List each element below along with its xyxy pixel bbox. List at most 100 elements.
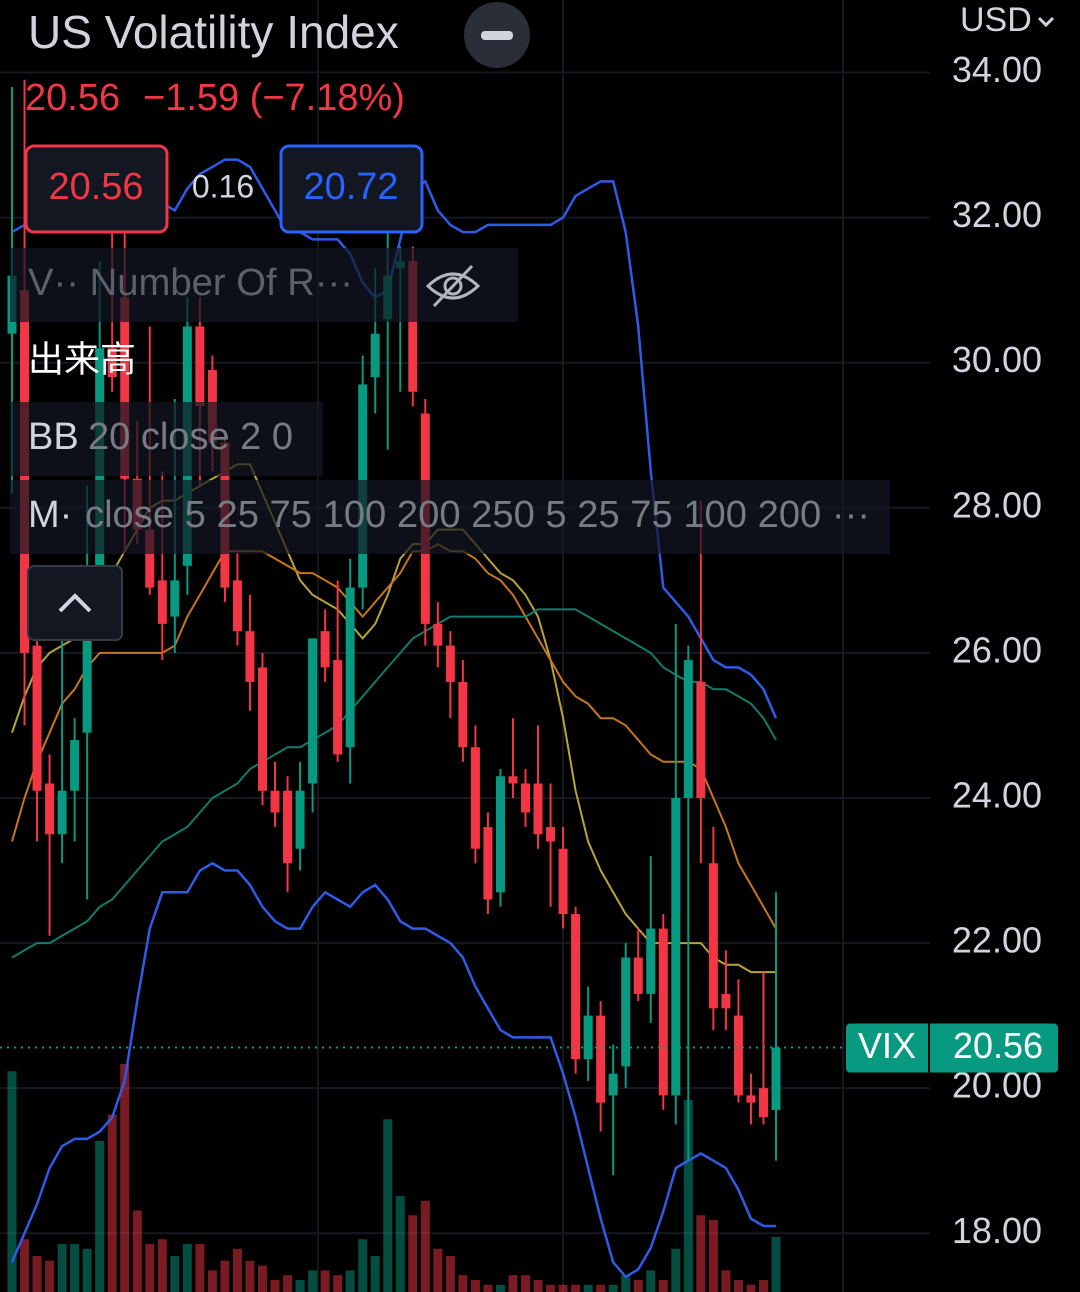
price-tag xyxy=(846,1023,1058,1073)
volume-bar xyxy=(45,1260,55,1292)
candle-body xyxy=(508,776,518,784)
candle-body xyxy=(120,297,130,479)
volume-bar xyxy=(270,1280,280,1292)
candle-body xyxy=(633,957,643,994)
candle-body xyxy=(170,580,180,617)
volume-bar xyxy=(320,1270,330,1292)
candle-body xyxy=(608,1073,618,1096)
volume-bar xyxy=(32,1256,42,1292)
candle-body xyxy=(320,631,330,668)
volume-bar xyxy=(746,1284,756,1292)
volume-bar xyxy=(433,1248,443,1292)
volume-bar xyxy=(533,1280,543,1292)
y-tick-label: 34.00 xyxy=(952,49,1042,90)
legend-row xyxy=(10,402,323,476)
volume-bar xyxy=(483,1284,493,1292)
currency[interactable]: USD xyxy=(960,1,1032,39)
title: US Volatility Index xyxy=(28,6,399,58)
chevron-up xyxy=(58,593,92,613)
volume-bar xyxy=(445,1256,455,1292)
volume-bar xyxy=(257,1265,267,1292)
volume-bar xyxy=(195,1244,205,1292)
candle-body xyxy=(733,1015,743,1096)
y-tick-label: 26.00 xyxy=(952,629,1042,670)
volume-bar xyxy=(495,1284,505,1292)
candle-body xyxy=(596,1015,606,1103)
candle-body xyxy=(671,797,681,1096)
candle-body xyxy=(345,587,355,748)
candle-body xyxy=(32,645,42,791)
volume-bar xyxy=(470,1280,480,1292)
expand-button[interactable] xyxy=(27,565,123,641)
candle-body xyxy=(571,914,581,1060)
ask: 20.72 xyxy=(303,166,398,208)
candle-body xyxy=(82,573,92,733)
bid: 20.56 xyxy=(48,166,143,208)
candle-body xyxy=(458,681,468,748)
volume-bar xyxy=(408,1215,418,1292)
volume-bar xyxy=(771,1236,781,1292)
volume-bar xyxy=(546,1284,556,1292)
eye-slash xyxy=(432,264,474,308)
sell-box[interactable] xyxy=(24,144,169,234)
volume-bar xyxy=(157,1239,167,1292)
candle-body xyxy=(521,783,531,813)
volume-jp-legend: 出来高 xyxy=(28,339,136,380)
volume-bar xyxy=(721,1270,731,1292)
candle-body xyxy=(232,580,242,632)
candle-body xyxy=(308,638,318,784)
y-tick-label: 30.00 xyxy=(952,339,1042,380)
volume-bar xyxy=(132,1210,142,1292)
volume-bar xyxy=(708,1220,718,1292)
y-tick-label: 24.00 xyxy=(952,774,1042,815)
volume-bar xyxy=(558,1284,568,1292)
y-tick-label: 28.00 xyxy=(952,484,1042,525)
volume-bar xyxy=(345,1270,355,1292)
candle-body xyxy=(583,1015,593,1060)
candle-body xyxy=(495,776,505,893)
indicator-line xyxy=(11,608,777,959)
volume-bar xyxy=(20,1239,30,1292)
volume-bar xyxy=(107,1114,117,1292)
ma-name: M· xyxy=(28,494,72,536)
volume-bar xyxy=(182,1244,192,1292)
indicator-line xyxy=(11,542,777,930)
candle-body xyxy=(470,747,480,849)
volume-bar xyxy=(621,1275,631,1292)
volume-bar xyxy=(283,1275,293,1292)
y-tick-label: 32.00 xyxy=(952,194,1042,235)
candle-body xyxy=(708,863,718,1009)
candle-body xyxy=(408,261,418,392)
volume-bar xyxy=(508,1275,518,1292)
volume-bar xyxy=(395,1196,405,1292)
bb-name: BB xyxy=(28,416,79,458)
y-tick-label: 22.00 xyxy=(952,920,1042,961)
volume-bar xyxy=(571,1284,581,1292)
volume-bar xyxy=(521,1275,531,1292)
hidden-icon[interactable] xyxy=(425,264,481,308)
candle-body xyxy=(483,826,493,900)
volume-bar xyxy=(671,1248,681,1292)
candle-body xyxy=(145,529,155,588)
candle-body xyxy=(157,580,167,624)
candle-body xyxy=(558,848,568,915)
candle-body xyxy=(295,790,305,849)
volume-bar xyxy=(383,1119,393,1292)
volume-bar xyxy=(658,1280,668,1292)
buy-box[interactable] xyxy=(279,144,424,234)
candle-body xyxy=(746,1095,756,1103)
volume-bar xyxy=(608,1284,618,1292)
candle-body xyxy=(683,660,693,798)
price-tag-value: 20.56 xyxy=(953,1025,1043,1066)
price: 20.56 xyxy=(25,77,120,119)
candle-body xyxy=(370,333,380,378)
volume-bar xyxy=(95,1140,105,1292)
volume-bar xyxy=(308,1270,318,1292)
legend-row xyxy=(10,480,890,554)
candle-body xyxy=(283,790,293,864)
volume-bar xyxy=(57,1244,67,1292)
candle-body xyxy=(57,790,67,835)
volume-bar xyxy=(633,1280,643,1292)
